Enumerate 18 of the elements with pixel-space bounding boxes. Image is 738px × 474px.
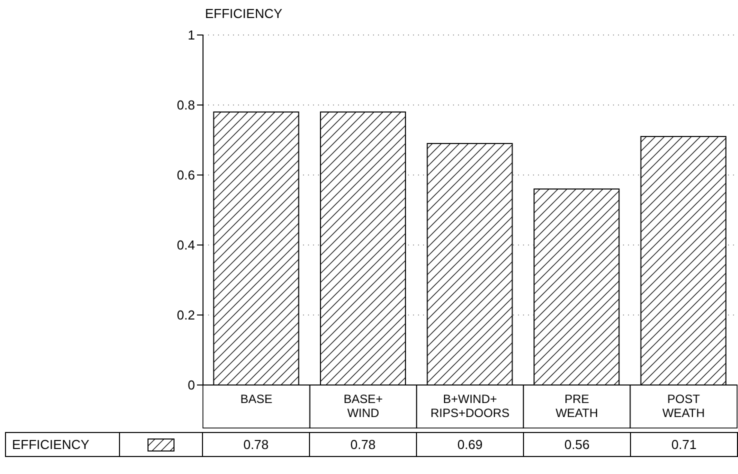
data-label: 0.78 xyxy=(203,432,310,457)
data-label: 0.56 xyxy=(524,432,631,457)
data-label: 0.71 xyxy=(631,432,738,457)
x-tick-label: PRE WEATH xyxy=(556,392,598,420)
x-tick-label: BASE+ WIND xyxy=(344,392,383,420)
y-tick-label: 0 xyxy=(188,378,195,393)
y-axis-title: EFFICIENCY xyxy=(205,6,282,21)
data-label: 0.69 xyxy=(417,432,524,457)
y-tick-label: 0.2 xyxy=(176,308,195,323)
y-tick-label: 0.4 xyxy=(176,238,195,253)
data-label: 0.78 xyxy=(310,432,417,457)
x-tick-label: B+WIND+ RIPS+DOORS xyxy=(430,392,510,420)
x-tick-label: POST WEATH xyxy=(662,392,705,420)
x-tick-label: BASE xyxy=(240,392,272,406)
y-tick-label: 0.8 xyxy=(176,98,195,113)
y-tick-label: 1 xyxy=(188,28,195,43)
y-tick-label: 0.6 xyxy=(176,168,195,183)
text: EFFICIENCY xyxy=(5,432,120,457)
